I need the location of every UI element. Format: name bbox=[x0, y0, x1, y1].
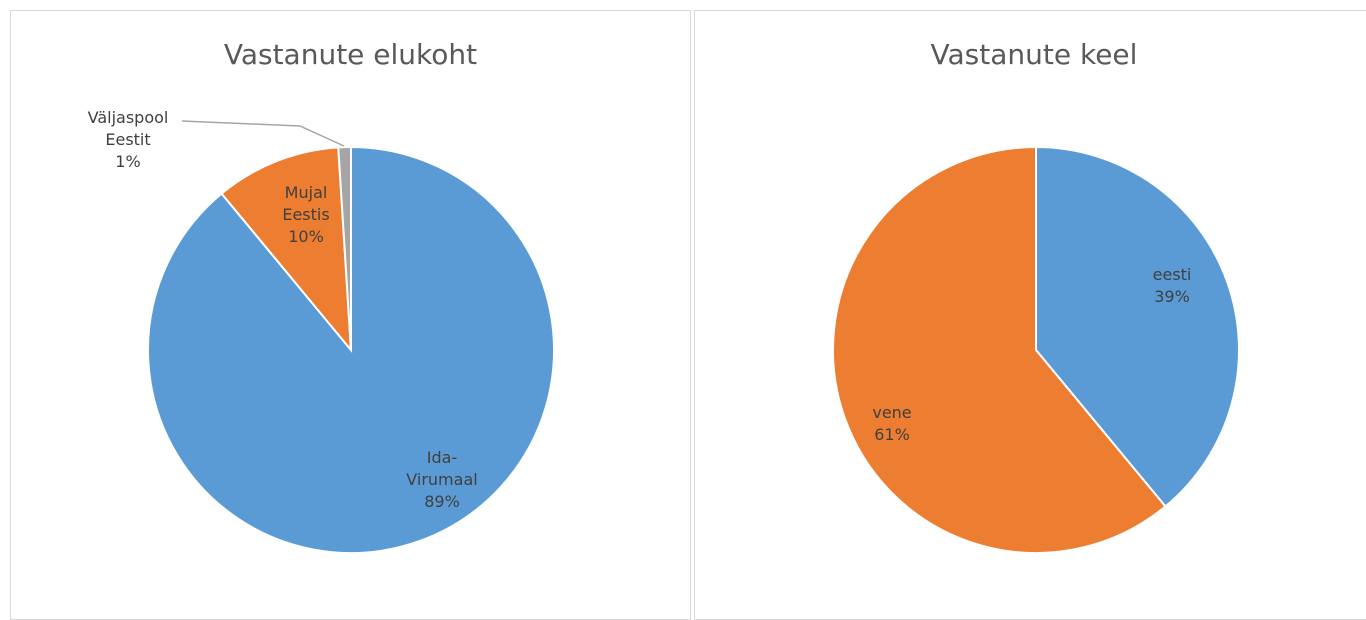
data-label: Mujal Eestis 10% bbox=[271, 182, 341, 248]
value-label: 39% bbox=[1154, 287, 1190, 306]
category-label: vene bbox=[872, 403, 912, 422]
data-label: eesti 39% bbox=[1137, 264, 1207, 308]
chart-title: Vastanute elukoht bbox=[223, 38, 478, 71]
data-label: Väljaspool Eestit 1% bbox=[73, 107, 183, 173]
value-label: 1% bbox=[115, 152, 141, 171]
value-label: 10% bbox=[288, 227, 324, 246]
data-label: vene 61% bbox=[857, 402, 927, 446]
category-label: Mujal Eestis bbox=[282, 183, 330, 224]
category-label: Ida-Virumaal bbox=[406, 448, 478, 489]
pie-slice bbox=[1035, 145, 1241, 508]
value-label: 61% bbox=[874, 425, 910, 444]
category-label: eesti bbox=[1152, 265, 1192, 284]
data-label: Ida-Virumaal 89% bbox=[402, 447, 482, 513]
pie-slice bbox=[220, 146, 353, 354]
leader-line bbox=[181, 120, 345, 147]
pie-slice bbox=[337, 145, 352, 351]
pie-slice bbox=[832, 145, 1167, 554]
category-label: Väljaspool Eestit bbox=[87, 108, 169, 149]
chart-title: Vastanute keel bbox=[930, 38, 1138, 71]
value-label: 89% bbox=[424, 492, 460, 511]
